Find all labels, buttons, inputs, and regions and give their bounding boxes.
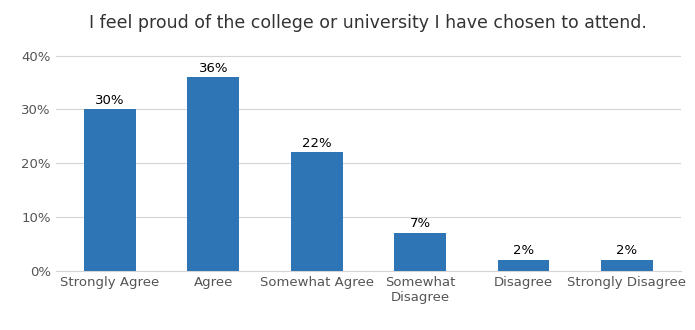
Text: 7%: 7% — [409, 217, 431, 230]
Text: 2%: 2% — [513, 244, 534, 257]
Bar — [601, 260, 653, 271]
Bar — [291, 152, 343, 271]
Bar — [498, 260, 549, 271]
Title: I feel proud of the college or university I have chosen to attend.: I feel proud of the college or universit… — [90, 15, 647, 32]
Bar — [188, 77, 239, 271]
Bar — [84, 110, 136, 271]
Text: 36%: 36% — [199, 61, 228, 75]
Bar — [394, 233, 446, 271]
Text: 30%: 30% — [95, 94, 124, 107]
Text: 2%: 2% — [616, 244, 637, 257]
Text: 22%: 22% — [302, 137, 332, 150]
